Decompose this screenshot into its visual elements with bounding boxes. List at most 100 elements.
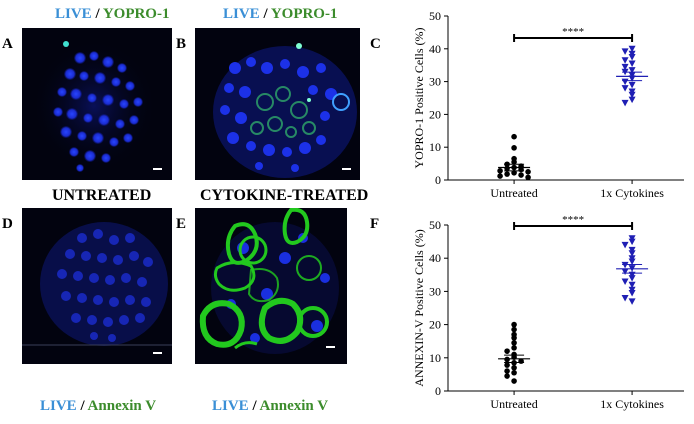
data-point bbox=[504, 362, 510, 368]
caption-b-sep: / bbox=[263, 6, 268, 22]
caption-a-live: LIVE bbox=[55, 6, 92, 22]
caption-a: LIVE / YOPRO-1 bbox=[55, 6, 169, 23]
row-label-untreated: UNTREATED bbox=[52, 187, 152, 204]
significance-stars: **** bbox=[562, 214, 584, 226]
caption-e: LIVE / Annexin V bbox=[212, 398, 328, 415]
y-axis-label: YOPRO-1 Positive Cells (%) bbox=[412, 27, 426, 168]
data-point bbox=[511, 145, 517, 151]
micrograph-a bbox=[22, 28, 172, 180]
y-tick-label: 20 bbox=[429, 107, 441, 121]
data-point bbox=[628, 258, 636, 266]
caption-a-stain: YOPRO-1 bbox=[102, 6, 170, 22]
nuclei-b bbox=[220, 57, 337, 172]
caption-a-sep: / bbox=[95, 6, 100, 22]
y-tick-label: 0 bbox=[435, 173, 441, 187]
data-point bbox=[511, 169, 517, 176]
data-point bbox=[497, 168, 503, 174]
data-point bbox=[504, 356, 510, 363]
data-point bbox=[504, 373, 510, 379]
data-point bbox=[628, 45, 636, 53]
data-point bbox=[628, 88, 636, 95]
panel-label-b: B bbox=[176, 36, 187, 52]
data-point bbox=[621, 278, 629, 285]
y-tick-label: 40 bbox=[429, 42, 441, 56]
x-tick-label: 1x Cytokines bbox=[600, 397, 664, 411]
data-point bbox=[511, 378, 517, 384]
nuclei-d bbox=[57, 229, 153, 342]
data-point bbox=[621, 99, 629, 107]
x-tick-label: 1x Cytokines bbox=[600, 186, 664, 200]
y-tick-label: 10 bbox=[429, 140, 441, 154]
nuclei-a bbox=[53, 51, 143, 172]
caption-e-stain: Annexin V bbox=[259, 398, 329, 414]
data-point bbox=[621, 85, 629, 92]
micrograph-e bbox=[195, 208, 347, 364]
micrograph-d bbox=[22, 208, 172, 364]
data-point bbox=[628, 96, 636, 104]
caption-d-stain: Annexin V bbox=[87, 398, 157, 414]
scale-bar-a bbox=[153, 168, 162, 170]
data-point bbox=[504, 171, 510, 177]
caption-b-stain: YOPRO-1 bbox=[270, 6, 338, 22]
data-point bbox=[628, 246, 636, 254]
y-tick-label: 50 bbox=[429, 9, 441, 23]
data-point bbox=[621, 78, 629, 86]
data-point bbox=[628, 235, 636, 242]
data-point bbox=[628, 298, 636, 305]
data-point bbox=[628, 275, 636, 282]
data-point bbox=[511, 321, 517, 328]
x-tick-label: Untreated bbox=[490, 397, 537, 411]
row-label-treated: CYTOKINE-TREATED bbox=[200, 187, 369, 204]
scale-bar-b bbox=[342, 168, 351, 170]
caption-d: LIVE / Annexin V bbox=[40, 398, 156, 415]
data-point bbox=[621, 57, 629, 64]
y-tick-label: 40 bbox=[429, 251, 441, 265]
data-point bbox=[628, 250, 636, 257]
yopro-spot-b bbox=[296, 43, 302, 49]
yopro-cells-b bbox=[250, 86, 316, 138]
data-point bbox=[628, 60, 636, 68]
data-point bbox=[525, 174, 531, 181]
data-point bbox=[511, 335, 517, 341]
data-point bbox=[621, 63, 629, 71]
data-point bbox=[504, 348, 510, 354]
data-point bbox=[621, 241, 629, 249]
data-point bbox=[621, 48, 629, 55]
data-point bbox=[628, 286, 636, 294]
y-axis-label: ANNEXIN-V Positive Cells (%) bbox=[412, 229, 426, 386]
caption-b-live: LIVE bbox=[223, 6, 260, 22]
data-point bbox=[621, 295, 629, 302]
caption-e-live: LIVE bbox=[212, 398, 249, 414]
data-point bbox=[511, 345, 517, 351]
data-point bbox=[628, 281, 636, 289]
x-tick-label: Untreated bbox=[490, 186, 537, 200]
caption-b: LIVE / YOPRO-1 bbox=[223, 6, 337, 23]
data-point bbox=[511, 369, 517, 376]
data-point bbox=[511, 133, 517, 140]
chart-f: 0 10 20 30 40 50 ANNEXIN-V Positive Cells (%) U… bbox=[392, 214, 690, 419]
yopro-spot-a bbox=[63, 41, 69, 47]
data-point bbox=[525, 169, 531, 175]
panel-label-f: F bbox=[370, 216, 380, 232]
y-tick-label: 30 bbox=[429, 284, 441, 298]
data-point bbox=[518, 172, 524, 178]
panel-label-d: D bbox=[2, 216, 13, 232]
data-point bbox=[628, 54, 636, 61]
data-point bbox=[628, 67, 636, 74]
data-point bbox=[628, 255, 636, 262]
micrograph-b bbox=[195, 28, 360, 180]
data-point bbox=[628, 91, 636, 99]
significance-stars: **** bbox=[562, 26, 584, 38]
annexin-rings-e bbox=[199, 208, 329, 350]
data-point bbox=[511, 159, 517, 165]
data-point bbox=[628, 290, 636, 297]
data-point bbox=[504, 368, 510, 374]
data-point bbox=[621, 268, 629, 275]
data-point bbox=[621, 261, 629, 269]
scale-bar-d bbox=[153, 352, 162, 354]
data-point bbox=[511, 364, 517, 371]
y-tick-label: 20 bbox=[429, 318, 441, 332]
y-tick-label: 0 bbox=[435, 384, 441, 398]
